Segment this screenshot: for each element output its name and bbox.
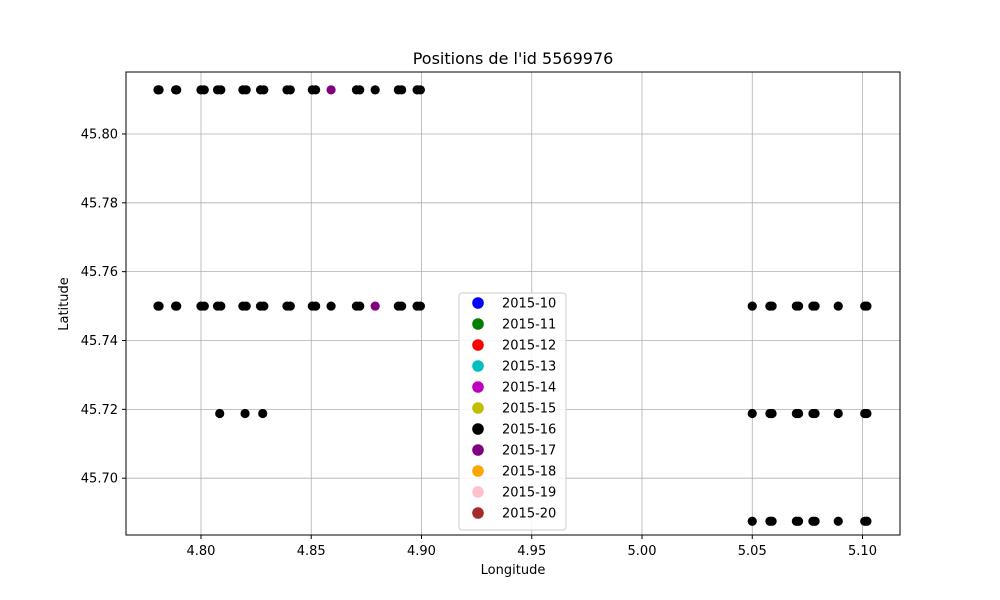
x-tick-label: 4.85 <box>297 544 326 559</box>
x-tick-label: 5.05 <box>738 544 767 559</box>
data-point <box>154 301 164 311</box>
x-tick-label: 5.10 <box>848 544 877 559</box>
legend-label: 2015-18 <box>502 465 556 480</box>
legend-label: 2015-10 <box>502 297 556 312</box>
data-point <box>355 85 365 95</box>
data-point <box>747 408 757 419</box>
data-point <box>767 516 777 526</box>
data-point <box>767 301 777 311</box>
data-points <box>153 85 872 526</box>
data-point <box>370 85 380 95</box>
x-tick-label: 4.95 <box>517 544 546 559</box>
data-point <box>833 516 843 526</box>
data-point <box>833 301 843 311</box>
y-tick-label: 45.74 <box>81 334 118 349</box>
legend-marker <box>472 423 484 435</box>
legend-marker <box>472 339 484 351</box>
data-point <box>862 301 872 311</box>
data-point <box>216 301 226 311</box>
legend-label: 2015-17 <box>502 444 556 459</box>
data-point <box>259 301 269 311</box>
legend: 2015-10 2015-11 2015-12 2015-13 2015-14 2015-… <box>458 292 567 531</box>
data-point <box>415 301 425 311</box>
data-point <box>793 301 804 311</box>
data-point <box>199 85 209 95</box>
legend-marker <box>472 297 484 309</box>
data-point <box>370 301 380 311</box>
legend-marker <box>472 402 484 414</box>
x-axis-label: Longitude <box>481 563 546 578</box>
legend-label: 2015-16 <box>502 423 556 438</box>
data-point <box>199 301 209 311</box>
data-point <box>397 85 407 95</box>
data-point <box>240 408 250 419</box>
data-point <box>397 301 407 311</box>
data-point <box>215 408 225 419</box>
x-axis-ticks: 4.80 4.85 4.90 4.95 5.00 5.05 5.10 <box>186 535 877 559</box>
x-tick-label: 4.90 <box>407 544 436 559</box>
data-point <box>326 85 336 95</box>
data-point <box>241 301 251 311</box>
data-point <box>793 408 804 419</box>
legend-label: 2015-15 <box>502 402 556 417</box>
data-point <box>862 408 872 419</box>
legend-label: 2015-12 <box>502 339 556 354</box>
data-point <box>216 85 226 95</box>
data-point <box>241 85 251 95</box>
legend-marker <box>472 507 484 519</box>
legend-label: 2015-11 <box>502 318 556 333</box>
legend-label: 2015-13 <box>502 360 556 375</box>
data-point <box>810 516 820 526</box>
legend-marker <box>472 360 484 372</box>
y-tick-label: 45.80 <box>81 127 118 142</box>
data-point <box>810 408 820 419</box>
data-point <box>311 301 321 311</box>
data-point <box>285 301 295 311</box>
data-point <box>862 516 872 526</box>
x-tick-label: 4.80 <box>186 544 215 559</box>
y-tick-label: 45.72 <box>81 403 118 418</box>
y-tick-label: 45.70 <box>81 472 118 487</box>
data-point <box>259 85 269 95</box>
chart-title: Positions de l'id 5569976 <box>413 49 614 68</box>
y-tick-label: 45.76 <box>81 265 118 280</box>
legend-marker <box>472 486 484 498</box>
data-point <box>793 516 804 526</box>
data-point <box>767 408 777 419</box>
data-point <box>415 85 425 95</box>
data-point <box>833 408 843 419</box>
legend-marker <box>472 318 484 330</box>
x-tick-label: 5.00 <box>628 544 657 559</box>
plot-frame <box>125 71 901 536</box>
data-point <box>258 408 268 419</box>
legend-box <box>458 292 567 531</box>
data-point <box>311 85 321 95</box>
data-point <box>326 301 336 311</box>
data-point <box>810 301 820 311</box>
data-point <box>285 85 295 95</box>
legend-marker <box>472 444 484 456</box>
legend-label: 2015-19 <box>502 486 556 501</box>
y-axis-label: Latitude <box>57 277 72 331</box>
legend-marker <box>472 381 484 393</box>
y-tick-label: 45.78 <box>81 196 118 211</box>
data-point <box>172 301 182 311</box>
data-point <box>154 85 164 95</box>
legend-label: 2015-20 <box>502 507 556 522</box>
data-point <box>747 301 757 311</box>
y-axis-ticks: 45.70 45.72 45.74 45.76 45.78 45.80 <box>81 127 126 487</box>
data-point <box>172 85 182 95</box>
legend-marker <box>472 465 484 477</box>
legend-label: 2015-14 <box>502 381 556 396</box>
data-point <box>747 516 757 526</box>
data-point <box>355 301 365 311</box>
